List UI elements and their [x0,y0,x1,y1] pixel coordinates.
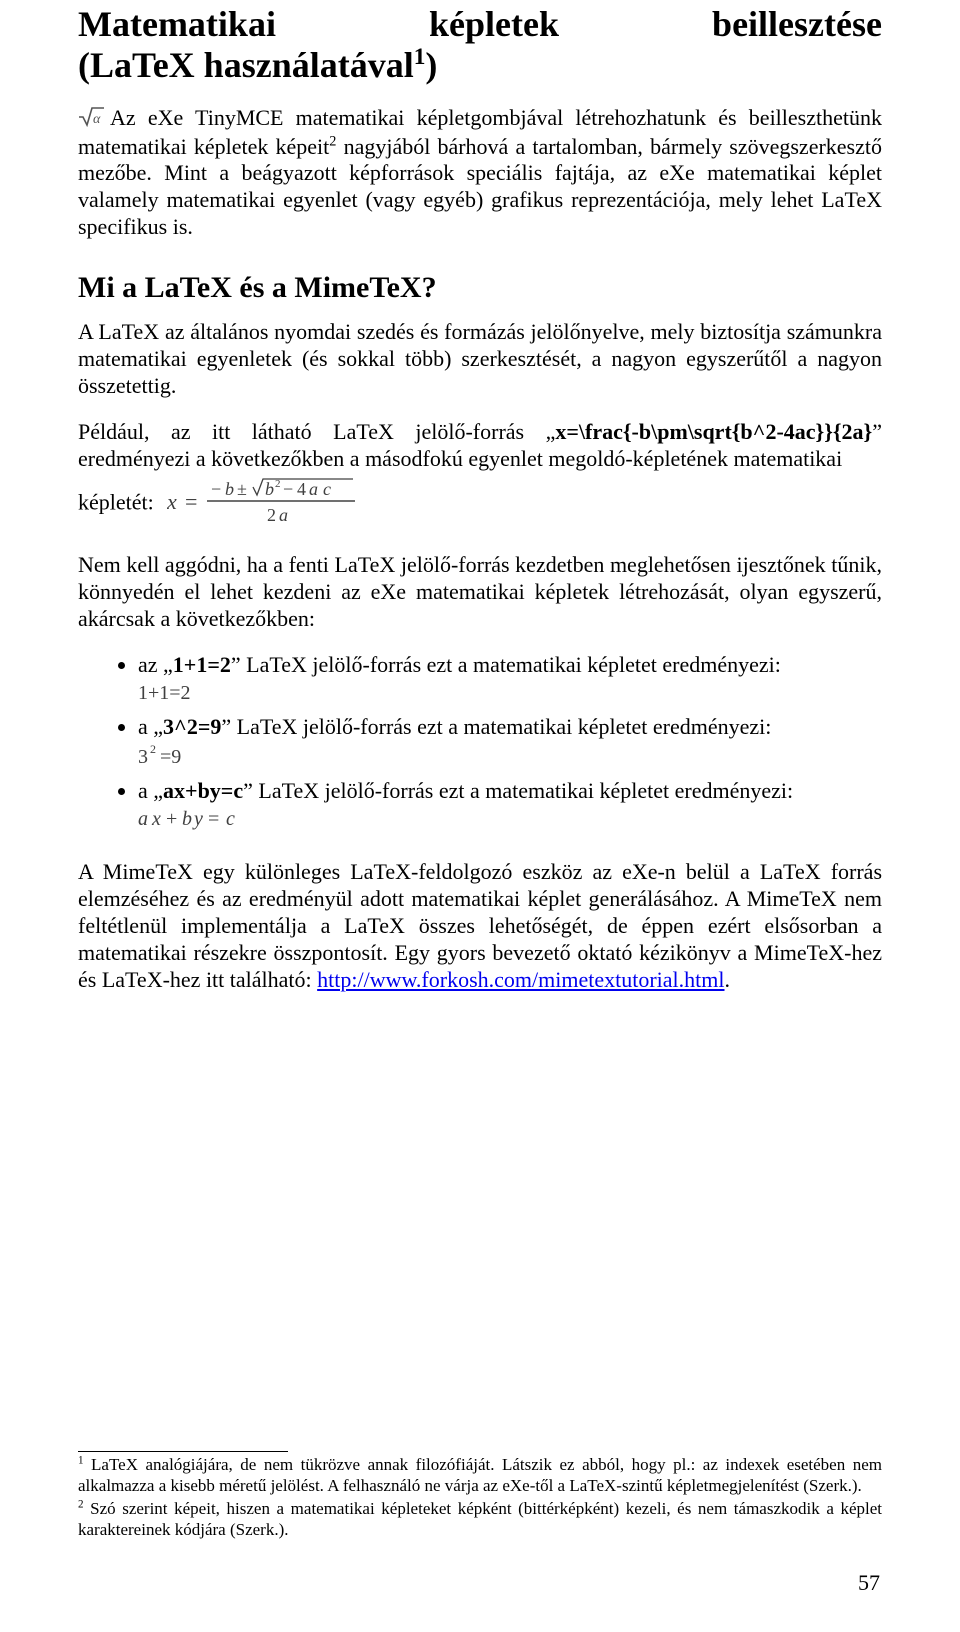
svg-text:b: b [182,808,192,830]
svg-text:b: b [225,479,234,499]
svg-text:c: c [323,479,331,499]
list-item: a „ax+by=c” LaTeX jelölő-forrás ezt a ma… [138,778,882,838]
section1-p3: Nem kell aggódni, ha a fenti LaTeX jelöl… [78,552,882,632]
section1-p2: Például, az itt látható LaTeX jelölő-for… [78,419,882,473]
svg-text:y: y [192,808,203,830]
page-title: Matematikai képletek beillesztése (LaTeX… [78,0,882,87]
svg-text:2: 2 [150,743,156,756]
page-number: 57 [858,1570,880,1596]
svg-text:c: c [226,808,235,830]
title-line2: (LaTeX használatával1) [78,45,437,85]
tutorial-link[interactable]: http://www.forkosh.com/mimetextutorial.h… [317,967,724,992]
list-item: a „3^2=9” LaTeX jelölő-forrás ezt a mate… [138,714,882,776]
latex-code: ax+by=c [163,778,243,803]
svg-text:b: b [265,479,274,499]
page: Matematikai képletek beillesztése (LaTeX… [0,0,960,1632]
formula-image-3: a x + b y = c [138,807,882,838]
svg-text:x: x [167,489,177,514]
svg-text:α: α [93,112,101,127]
svg-text:4: 4 [297,479,306,499]
footnote-1: 1 LaTeX analógiájára, de nem tükrözve an… [78,1455,882,1496]
latex-code: 3^2=9 [163,714,221,739]
list-item: az „1+1=2” LaTeX jelölő-forrás ezt a mat… [138,652,882,712]
latex-code-quadratic: x=\frac{-b\pm\sqrt{b^2-4ac}}{2a} [555,419,872,444]
svg-text:1+1=2: 1+1=2 [138,682,191,704]
formula-image-1: 1+1=2 [138,681,882,712]
footnote-2: 2 Szó szerint képeit, hiszen a matematik… [78,1499,882,1540]
svg-text:=: = [185,489,197,514]
svg-text:2: 2 [267,505,276,525]
svg-text:=9: =9 [160,746,181,768]
quadratic-formula-image: x = − b ± b 2 − 4 a c 2 a [167,477,357,532]
svg-text:=: = [208,808,219,830]
sqrt-alpha-icon: α [78,105,104,134]
title-footnote-ref: 1 [414,44,426,70]
section-heading: Mi a LaTeX és a MimeTeX? [78,271,882,305]
svg-text:a: a [309,479,318,499]
intro-paragraph: α Az eXe TinyMCE matematikai képletgombj… [78,105,882,241]
title-word1: Matematikai [78,4,276,45]
section1-p2c: képletét: x = − b ± b 2 − 4 a c 2 a [78,477,882,532]
svg-text:x: x [151,808,161,830]
svg-text:3: 3 [138,746,148,768]
svg-text:−: − [283,479,293,499]
section1-p4: A MimeTeX egy különleges LaTeX-feldolgoz… [78,859,882,993]
footnotes: 1 LaTeX analógiájára, de nem tükrözve an… [78,1451,882,1540]
svg-text:−: − [211,479,221,499]
section1-p1: A LaTeX az általános nyomdai szedés és f… [78,319,882,399]
latex-code: 1+1=2 [173,652,231,677]
footnote-separator [78,1451,288,1452]
formula-image-2: 3 2 =9 [138,743,882,776]
svg-text:2: 2 [275,478,281,490]
title-word2: képletek [429,4,559,45]
svg-text:+: + [166,808,177,830]
svg-text:a: a [138,808,148,830]
examples-list: az „1+1=2” LaTeX jelölő-forrás ezt a mat… [78,652,882,837]
svg-text:a: a [279,505,288,525]
svg-text:±: ± [237,479,247,499]
title-word3: beillesztése [712,4,882,45]
